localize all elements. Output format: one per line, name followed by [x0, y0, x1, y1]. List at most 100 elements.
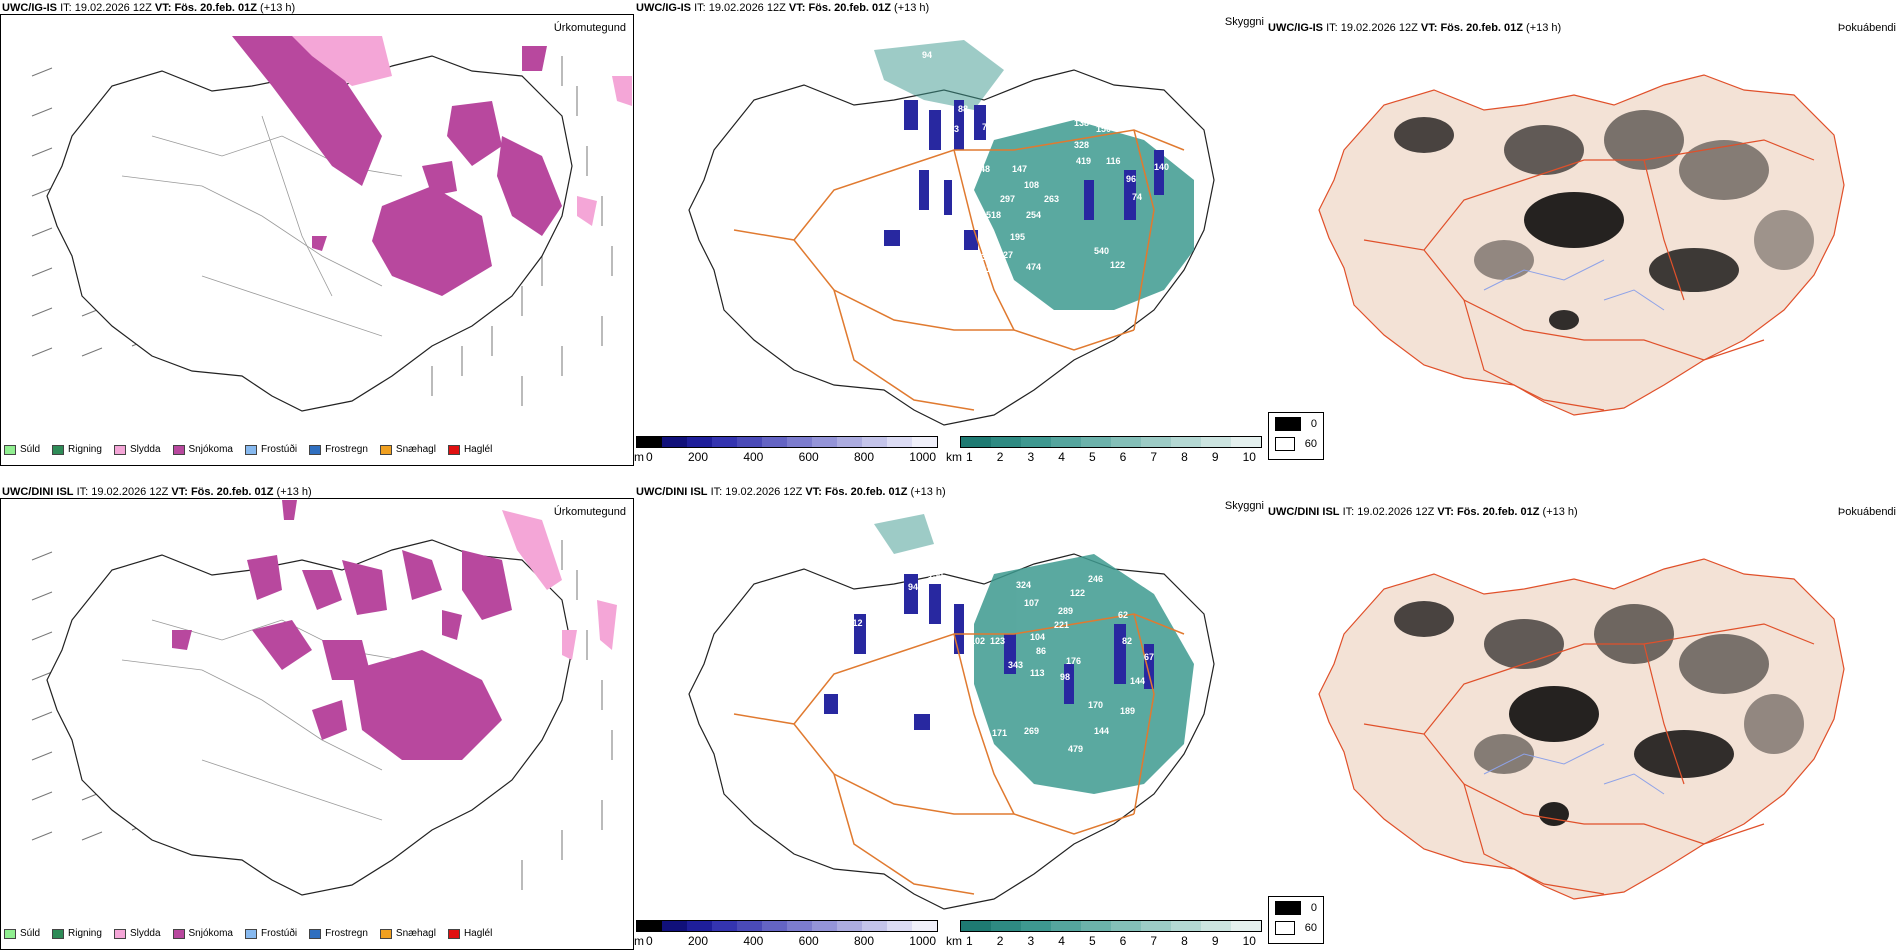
cloud-base-label: 108: [1024, 180, 1039, 190]
cloud-base-label: 269: [1024, 726, 1039, 736]
cloud-base-label: 183: [944, 124, 959, 134]
vt-label: VT:: [171, 486, 188, 498]
precip-map: [31, 36, 632, 412]
snow-areas: [232, 36, 562, 296]
legend-swatch: [244, 928, 257, 939]
tick-label: 2: [996, 934, 1004, 948]
cloud-base-label: 96: [1126, 174, 1136, 184]
legend-item-freezing-drizzle: Frostúði: [244, 928, 297, 939]
cloud-base-label: 123: [990, 636, 1005, 646]
cloud-base-ticks: 0 200 400 600 800 1000: [646, 934, 936, 948]
legend-swatch: [4, 444, 16, 455]
legend-swatch: [447, 928, 460, 939]
lead-time: (+13 h): [260, 2, 296, 14]
tick-label: 10: [1242, 450, 1256, 464]
cloud-base-label: 78: [982, 122, 992, 132]
panel-header: UWC/DINI ISL IT: 19.02.2026 12Z VT: Fös.…: [1268, 506, 1578, 518]
panel-title: Úrkomutegund: [553, 22, 626, 34]
legend-swatch: [52, 928, 65, 939]
cloud-base-label: 479: [1068, 744, 1083, 754]
tick-label: 6: [1119, 934, 1127, 948]
fog-roads: [1363, 139, 1815, 411]
cloud-base-label: 195: [1010, 232, 1025, 242]
it-value: 19.02.2026 12Z: [1340, 22, 1418, 34]
legend-swatch: [244, 444, 257, 455]
fog-swatch: [1275, 921, 1295, 935]
tick-label: 10: [1242, 934, 1256, 948]
panel-title: Þokuábendi: [1837, 22, 1896, 34]
it-value: 19.02.2026 12Z: [725, 486, 803, 498]
cloud-base-label: 289: [1058, 606, 1073, 616]
cloud-base-label: 328: [1074, 140, 1089, 150]
it-label: IT:: [1326, 22, 1338, 34]
legend-swatch: [379, 444, 392, 455]
fog-legend-row: 0: [1275, 417, 1317, 431]
legend-item-snow: Snjókoma: [172, 444, 233, 455]
it-label: IT:: [60, 2, 72, 14]
tick-label: 4: [1058, 934, 1065, 948]
precip-map: [31, 500, 617, 896]
cloud-base-label: 171: [992, 728, 1007, 738]
it-label: IT:: [710, 486, 723, 498]
vt-label: VT:: [788, 2, 806, 14]
legend-label: Snjókoma: [188, 928, 233, 939]
vt-label: VT:: [154, 2, 172, 14]
visibility-map: 393 150 94 324 107 289 221 112 102 123 1…: [688, 514, 1215, 910]
teal-visibility-areas: [874, 514, 1194, 794]
tick-label: 800: [853, 934, 874, 948]
cloud-base-label: 147: [1012, 164, 1027, 174]
tick-label: 800: [853, 450, 874, 464]
legend-label: Snæhagl: [395, 444, 436, 455]
it-label: IT:: [694, 2, 706, 14]
tick-label: 1: [966, 934, 973, 948]
fog-swatch: [1275, 417, 1301, 431]
legend-label: Slydda: [129, 444, 161, 455]
cloud-base-label: 138: [1074, 118, 1089, 128]
panel-header: UWC/DINI ISL IT: 19.02.2026 12Z VT: Fös.…: [636, 486, 946, 498]
panel-header: UWC/IG-IS IT: 19.02.2026 12Z VT: Fös. 20…: [636, 2, 929, 14]
cloud-base-label: 198: [986, 264, 1001, 274]
visibility-colorbar: [960, 436, 1262, 448]
cloud-base-label: 221: [1054, 620, 1069, 630]
fog-swatch: [1275, 437, 1295, 451]
it-value: 19.02.2026 12Z: [708, 2, 786, 14]
cloud-base-label: 122: [1110, 260, 1125, 270]
visibility-ticks: 1 2 3 4 5 6 7 8 9 10: [966, 934, 1256, 948]
legend-item-rain: Rigning: [52, 444, 102, 455]
panel-title: Úrkomutegund: [553, 506, 626, 518]
map-frame: [0, 14, 634, 466]
tick-label: 7: [1150, 450, 1158, 464]
cloud-base-label: 116: [1106, 156, 1121, 166]
visibility-panel-top: UWC/IG-IS IT: 19.02.2026 12Z VT: Fös. 20…: [634, 0, 1264, 466]
cloud-base-label: 263: [1044, 194, 1059, 204]
legend-item-freezing-drizzle: Frostúði: [244, 444, 297, 455]
legend-swatch: [379, 928, 392, 939]
tick-label: 400: [743, 934, 764, 948]
sleet-areas: [292, 36, 632, 226]
legend-label: Súld: [20, 444, 41, 455]
tick-label: 5: [1088, 934, 1096, 948]
cloud-base-label: 88: [958, 104, 968, 114]
legend-label: Snjókoma: [188, 444, 233, 455]
legend-label: Frostregn: [325, 444, 368, 455]
tick-label: 7: [1150, 934, 1158, 948]
cloud-base-label: 94: [922, 50, 932, 60]
vt-value: Fös. 20.feb. 01Z: [174, 2, 257, 14]
legend-swatch: [172, 444, 185, 455]
cloud-base-ticks: 0 200 400 600 800 1000: [646, 450, 936, 464]
cloud-base-label: 83: [976, 252, 986, 262]
cloud-base-label: 343: [1008, 660, 1023, 670]
legend-label: Súld: [20, 928, 41, 939]
legend-item-hail: Haglél: [447, 928, 492, 939]
tick-label: 8: [1181, 450, 1188, 464]
fog-map: [1318, 558, 1845, 900]
cloud-base-label: 104: [1030, 632, 1045, 642]
fog-panel-top: 0 60 UWC/IG-IS IT: 19.02.2026 12Z VT: Fö…: [1264, 0, 1900, 466]
cloud-base-label: 256: [906, 130, 921, 140]
vt-value: Fös. 20.feb. 01Z: [1440, 22, 1523, 34]
legend-item-hail: Haglél: [447, 444, 492, 455]
tick-label: 3: [1027, 934, 1035, 948]
fog-roads: [1363, 623, 1815, 895]
legend-swatch: [309, 928, 322, 939]
legend-swatch: [52, 444, 65, 455]
